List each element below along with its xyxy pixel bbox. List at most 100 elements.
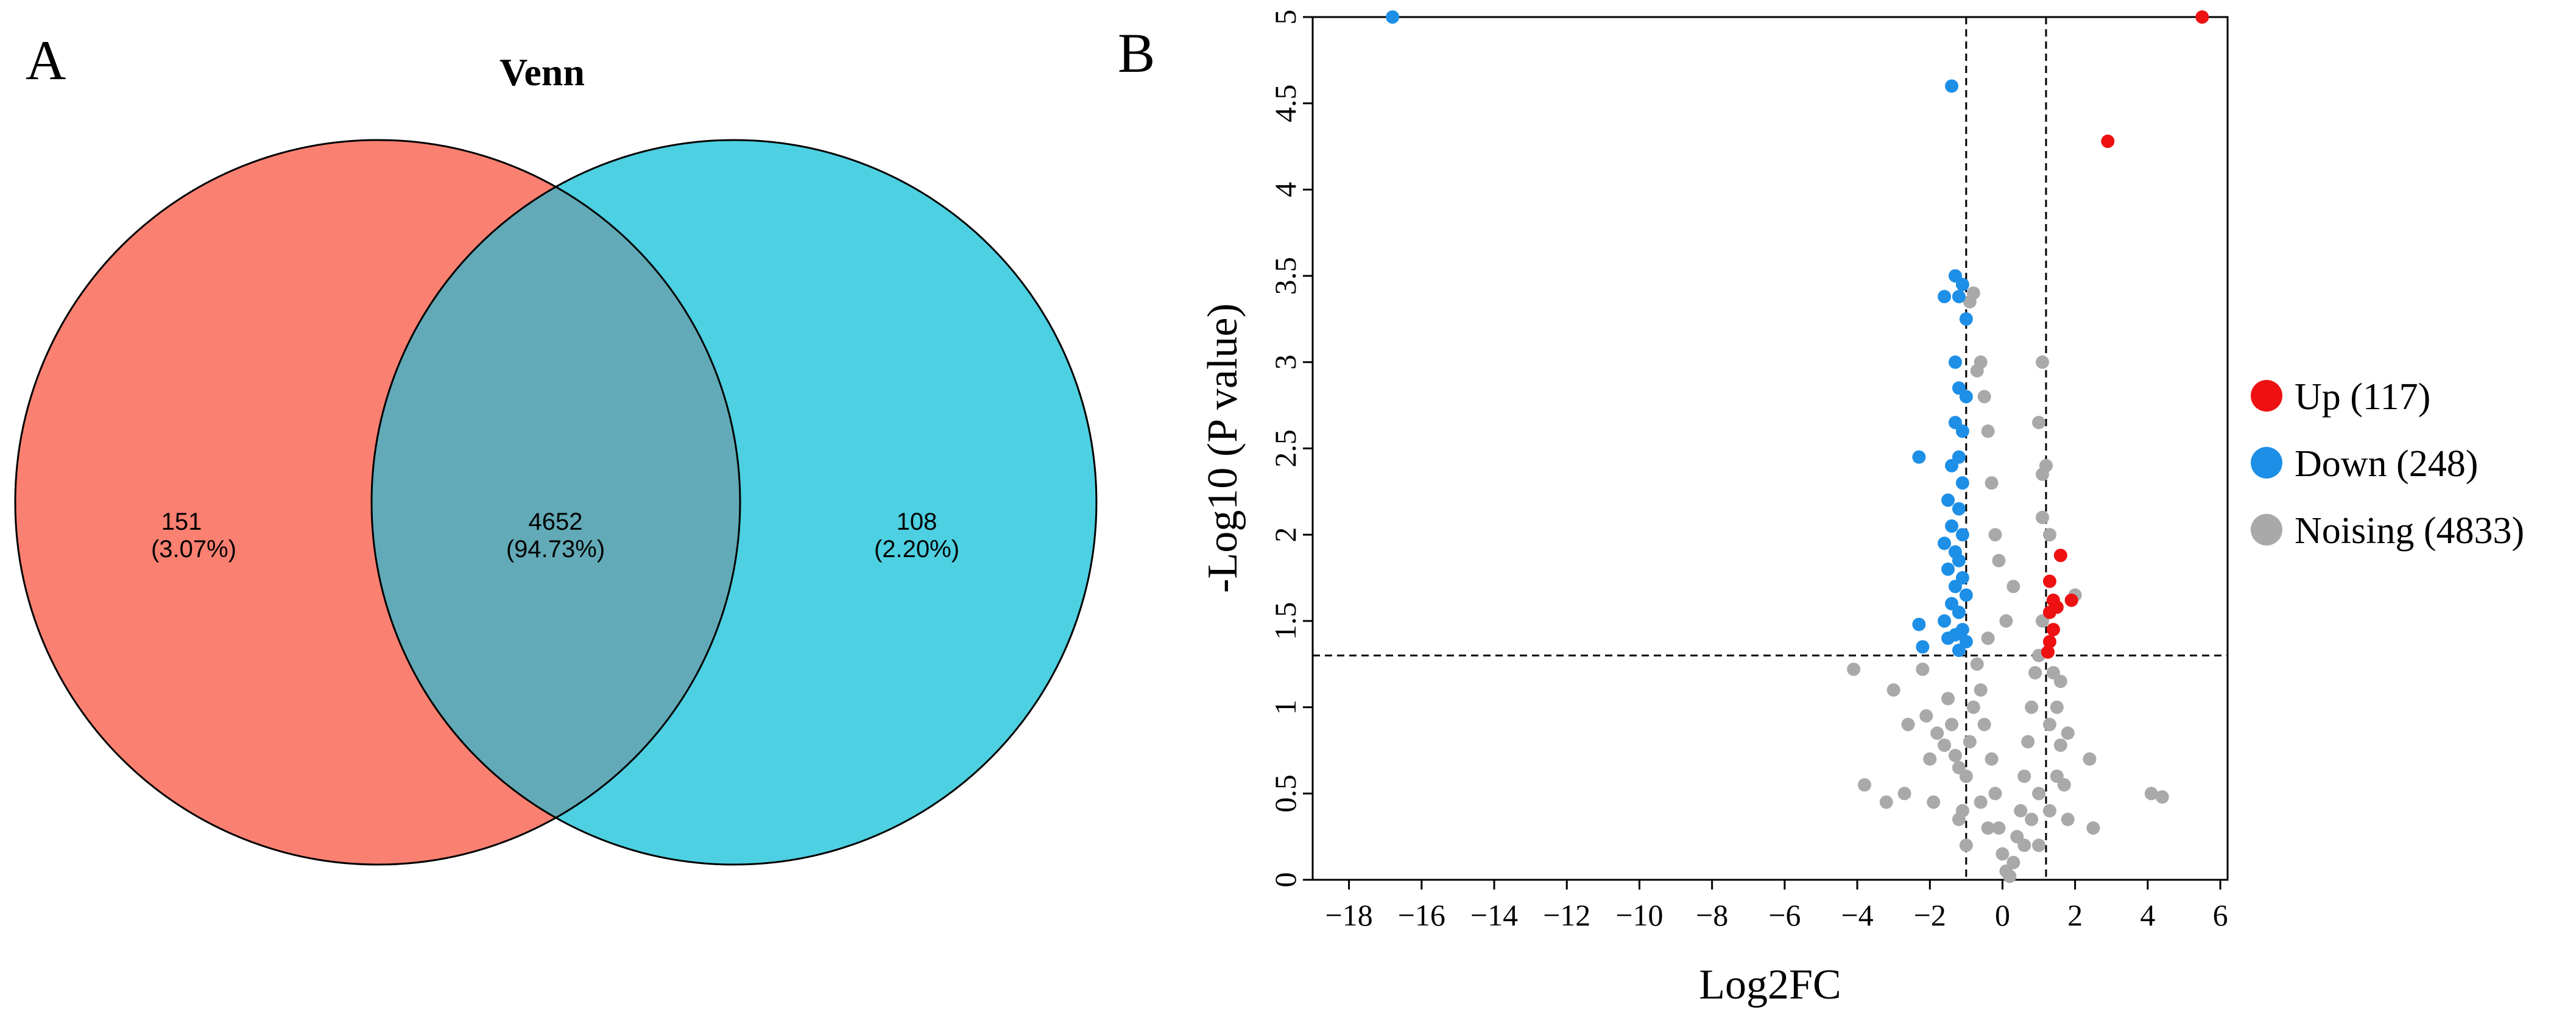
point-noising bbox=[1999, 614, 2013, 628]
legend-label: Up (117) bbox=[2295, 376, 2430, 418]
y-axis-label: -Log10 (P value) bbox=[1199, 303, 1246, 593]
point-down bbox=[1952, 290, 1966, 304]
point-down bbox=[1938, 614, 1952, 628]
y-tick-label: 1 bbox=[1268, 700, 1302, 715]
point-down bbox=[1386, 10, 1400, 24]
x-tick-label: 6 bbox=[2213, 898, 2228, 932]
point-noising bbox=[2006, 855, 2020, 869]
x-tick-label: 0 bbox=[1995, 898, 2010, 932]
point-noising bbox=[2042, 528, 2056, 542]
point-down bbox=[1955, 278, 1969, 292]
point-up bbox=[2042, 605, 2056, 619]
plot-frame bbox=[1311, 16, 2229, 881]
point-noising bbox=[1923, 752, 1937, 766]
point-noising bbox=[1988, 528, 2002, 542]
point-up bbox=[2064, 593, 2078, 607]
point-noising bbox=[1941, 692, 1955, 706]
legend-marker bbox=[2251, 380, 2282, 412]
point-noising bbox=[2006, 580, 2020, 594]
venn-right-count: 108 bbox=[897, 508, 937, 535]
y-tick-label: 0.5 bbox=[1268, 774, 1302, 813]
point-up bbox=[2046, 623, 2060, 637]
x-tick-label: −2 bbox=[1914, 898, 1946, 932]
point-noising bbox=[1959, 838, 1973, 852]
venn-left-pct: (3.07%) bbox=[151, 536, 236, 563]
point-down bbox=[1912, 617, 1926, 631]
x-tick-label: 4 bbox=[2140, 898, 2155, 932]
volcano-plot: −18 −16 −14 −12 −10 −8 −6 −4 −2 0 2 4 6 0 0.5 1 1.5 2 2.5 3… bbox=[1199, 10, 2524, 1009]
point-down bbox=[1941, 631, 1955, 645]
legend-marker bbox=[2251, 514, 2282, 546]
point-down bbox=[1959, 634, 1973, 648]
point-noising bbox=[2032, 787, 2046, 801]
point-noising bbox=[2155, 790, 2169, 804]
point-noising bbox=[1981, 821, 1995, 835]
point-noising bbox=[2083, 752, 2097, 766]
panel-label-a: A bbox=[26, 29, 66, 91]
point-down bbox=[1955, 528, 1969, 542]
point-noising bbox=[1977, 390, 1991, 404]
venn-title: Venn bbox=[499, 51, 585, 94]
point-noising bbox=[1966, 700, 1980, 714]
point-down bbox=[1938, 290, 1952, 304]
point-down bbox=[1952, 502, 1966, 516]
point-noising bbox=[1879, 795, 1893, 809]
point-up bbox=[2053, 549, 2067, 563]
point-up bbox=[2195, 10, 2209, 24]
point-noising bbox=[1927, 795, 1941, 809]
point-noising bbox=[1996, 847, 2010, 861]
point-noising bbox=[1847, 662, 1861, 676]
point-down bbox=[1948, 355, 1962, 369]
x-tick-label: −18 bbox=[1325, 898, 1373, 932]
point-noising bbox=[2032, 838, 2046, 852]
point-noising bbox=[2050, 700, 2064, 714]
point-up bbox=[2042, 574, 2056, 588]
y-tick-label: 5 bbox=[1268, 10, 1302, 25]
point-noising bbox=[1945, 717, 1959, 731]
point-down bbox=[1948, 580, 1962, 594]
point-noising bbox=[1916, 662, 1930, 676]
legend-label: Down (248) bbox=[2295, 443, 2478, 485]
point-noising bbox=[2053, 738, 2067, 752]
point-noising bbox=[1970, 657, 1984, 671]
data-points bbox=[1386, 10, 2209, 883]
venn-overlap-count: 4652 bbox=[529, 508, 583, 535]
point-down bbox=[1959, 588, 1973, 602]
point-noising bbox=[1963, 735, 1977, 749]
x-tick-label: −6 bbox=[1768, 898, 1801, 932]
point-up bbox=[2042, 634, 2056, 648]
point-noising bbox=[1901, 717, 1915, 731]
point-noising bbox=[1974, 795, 1988, 809]
y-tick-label: 3 bbox=[1268, 354, 1302, 370]
point-noising bbox=[1948, 748, 1962, 762]
point-down bbox=[1955, 476, 1969, 490]
panel-label-b: B bbox=[1118, 22, 1155, 84]
point-up bbox=[2041, 645, 2055, 659]
venn-overlap-region bbox=[372, 140, 740, 865]
point-down bbox=[1945, 458, 1959, 472]
point-noising bbox=[2061, 726, 2075, 740]
point-noising bbox=[2042, 804, 2056, 818]
venn-overlap-pct: (94.73%) bbox=[506, 536, 605, 563]
point-noising bbox=[2057, 778, 2071, 792]
point-noising bbox=[1857, 778, 1871, 792]
legend: Up (117) Down (248) Noising (4833) bbox=[2251, 376, 2524, 552]
point-down bbox=[1952, 553, 1966, 567]
x-axis-label: Log2FC bbox=[1699, 961, 1841, 1008]
point-noising bbox=[1981, 631, 1995, 645]
point-noising bbox=[2039, 458, 2053, 472]
point-noising bbox=[2028, 665, 2042, 679]
x-tick-label: −8 bbox=[1696, 898, 1728, 932]
point-noising bbox=[2021, 735, 2035, 749]
point-down bbox=[1952, 605, 1966, 619]
point-noising bbox=[1919, 709, 1933, 723]
point-noising bbox=[1974, 683, 1988, 697]
point-noising bbox=[1970, 363, 1984, 377]
point-down bbox=[1959, 312, 1973, 326]
point-noising bbox=[1930, 726, 1944, 740]
point-up bbox=[2101, 135, 2115, 149]
point-noising bbox=[2053, 675, 2067, 689]
point-noising bbox=[2042, 717, 2056, 731]
point-noising bbox=[2061, 812, 2075, 826]
threshold-lines bbox=[1313, 17, 2228, 880]
